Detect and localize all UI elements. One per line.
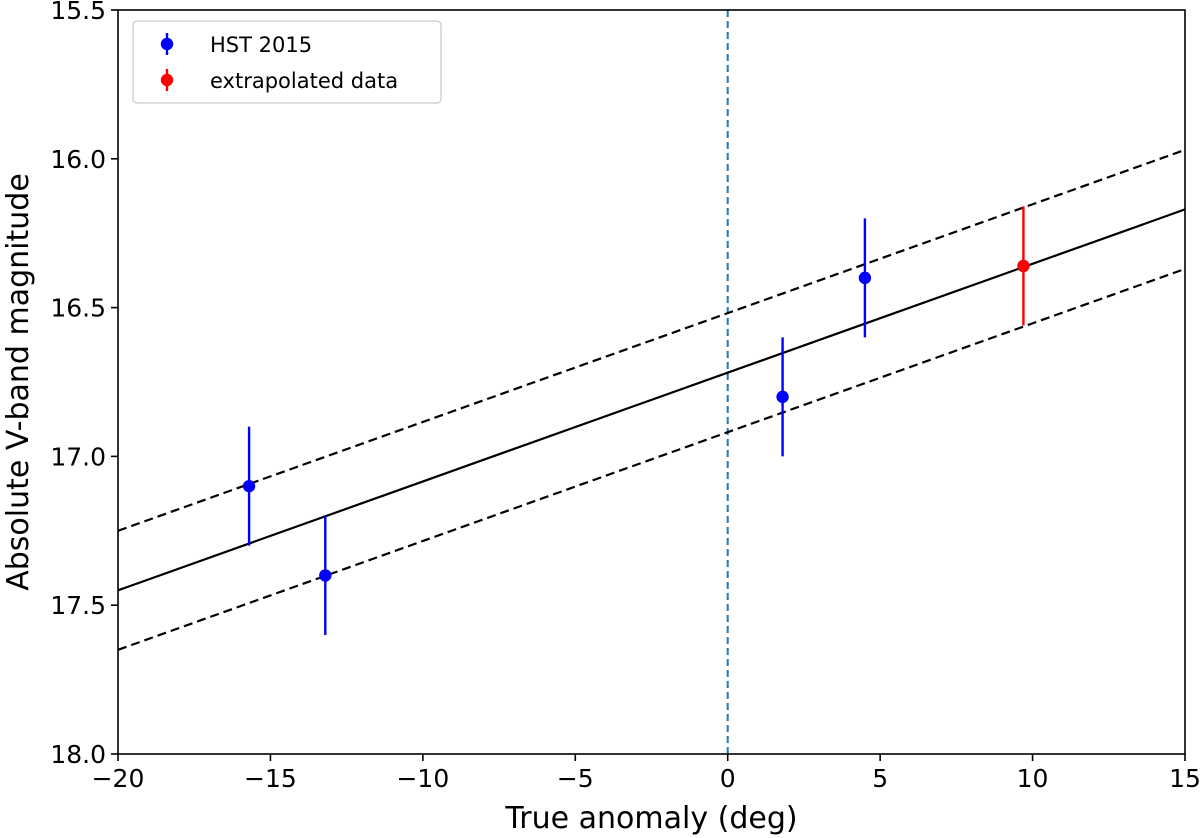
data-point-0-0 (242, 426, 256, 546)
x-tick-label: −5 (557, 764, 594, 793)
fit-line-0 (118, 208, 1185, 592)
point-marker (319, 569, 332, 582)
plot-lines (118, 10, 1185, 754)
plot-frame (117, 9, 1186, 755)
fit-line-dashed-2 (118, 267, 1185, 651)
point-marker (858, 271, 872, 285)
x-tick-label: 10 (1017, 764, 1049, 793)
point-marker (1017, 259, 1030, 273)
legend-point (160, 37, 174, 51)
legend: HST 2015 extrapolated data (132, 20, 442, 104)
x-tick-label: −15 (244, 764, 297, 793)
legend-label-hst-2015: HST 2015 (210, 33, 312, 57)
x-tick-label: −20 (92, 764, 145, 793)
x-tick-label: 15 (1169, 764, 1200, 793)
data-point-1-0 (1017, 206, 1030, 326)
x-tick-label: −10 (396, 764, 449, 793)
y-tick-label: 17.0 (50, 442, 106, 471)
fit-line-dashed-1 (118, 148, 1185, 532)
y-axis-ticks: 15.5 16.0 16.5 17.0 17.5 18.0 (50, 0, 118, 769)
y-tick-label: 18.0 (50, 740, 106, 769)
x-axis-ticks: −20 −15 −10 −5 0 5 10 15 (92, 754, 1200, 793)
x-tick-label: 0 (720, 764, 736, 793)
data-point-0-3 (858, 218, 872, 338)
point-marker (776, 390, 789, 404)
y-tick-label: 16.0 (50, 145, 106, 174)
legend-label-extrapolated-data: extrapolated data (210, 69, 398, 93)
plot-points (242, 206, 1030, 635)
x-axis-label: True anomaly (deg) (504, 801, 797, 836)
y-tick-label: 17.5 (50, 591, 106, 620)
y-tick-label: 15.5 (50, 0, 106, 25)
data-point-0-1 (319, 515, 332, 635)
data-point-0-2 (776, 337, 789, 457)
x-tick-label: 5 (872, 764, 888, 793)
y-tick-label: 16.5 (50, 294, 106, 323)
point-marker (242, 479, 256, 493)
legend-point (160, 73, 174, 87)
legend-marker-extrapolated-data (160, 69, 174, 91)
y-axis-label: Absolute V-band magnitude (1, 173, 36, 591)
legend-marker-hst-2015 (160, 33, 174, 55)
legend-box (132, 20, 442, 104)
